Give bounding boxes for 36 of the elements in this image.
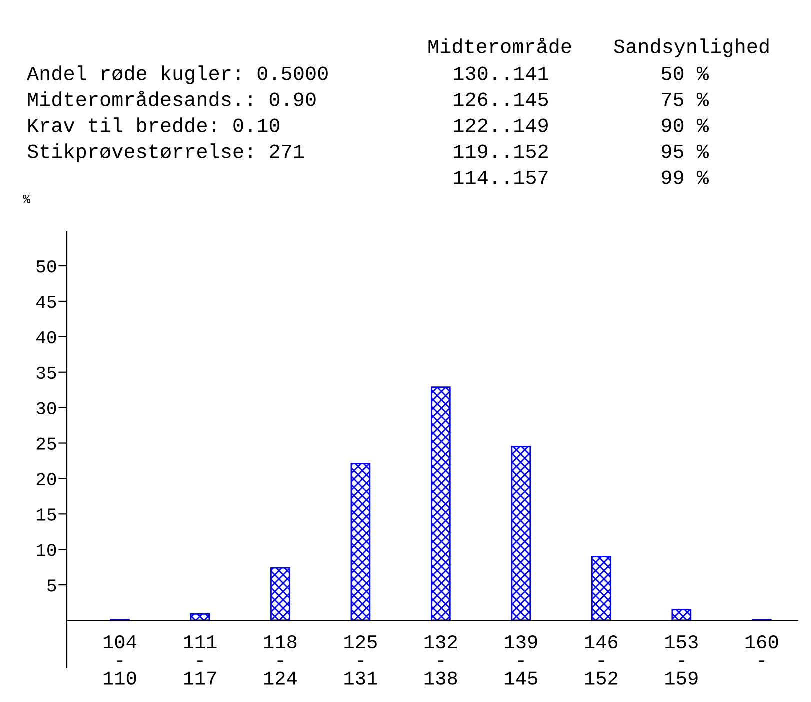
text: Andel røde kugler: 0.5000 [27,66,328,84]
text: Krav til bredde: 0.10 [28,118,280,132]
y-tick-label: 5 [48,580,56,592]
x-tick-label: 160 - [746,635,778,662]
y-tick-label: 10 [36,544,56,556]
text: 130..141 [454,66,548,80]
text: 75 % [662,92,710,106]
y-tick-label: 40 [36,331,56,344]
x-tick-label: 132 - 138 [424,635,458,685]
y-tick-label: 50 [36,260,56,273]
x-tick-label: 139 - 145 [505,635,538,685]
y-tick-label: 25 [36,438,56,450]
text: 95 % [662,144,710,158]
y-tick-label: 30 [36,402,56,415]
y-tick-label: 20 [36,473,56,486]
x-tick-label: 146 - 152 [585,635,618,685]
text: 126..145 [454,92,548,106]
x-tick-label: 153 - 159 [666,635,698,685]
y-axis-title: % [23,194,31,204]
y-tick-label: 35 [36,366,56,380]
text: 50 % [662,66,710,80]
x-tick-label: 118 - 124 [264,635,297,685]
text: Midterområdesands.: 0.90 [28,90,316,106]
x-tick-label: 125 - 131 [344,635,378,685]
x-tick-label: 104 - 110 [104,635,136,685]
text: Sandsynlighed [614,38,769,58]
text: 122..149 [454,118,548,132]
x-tick-label: 111 - 117 [184,636,217,685]
text: 119..152 [454,144,548,158]
text: 99 % [662,170,710,184]
text: Stikprøvestørrelse: 271 [28,144,304,162]
text: 114..157 [454,170,548,184]
text: Midterområde [428,38,572,54]
y-tick-label: 45 [36,296,56,308]
y-tick-label: 15 [36,508,56,521]
text: 90 % [662,118,710,132]
